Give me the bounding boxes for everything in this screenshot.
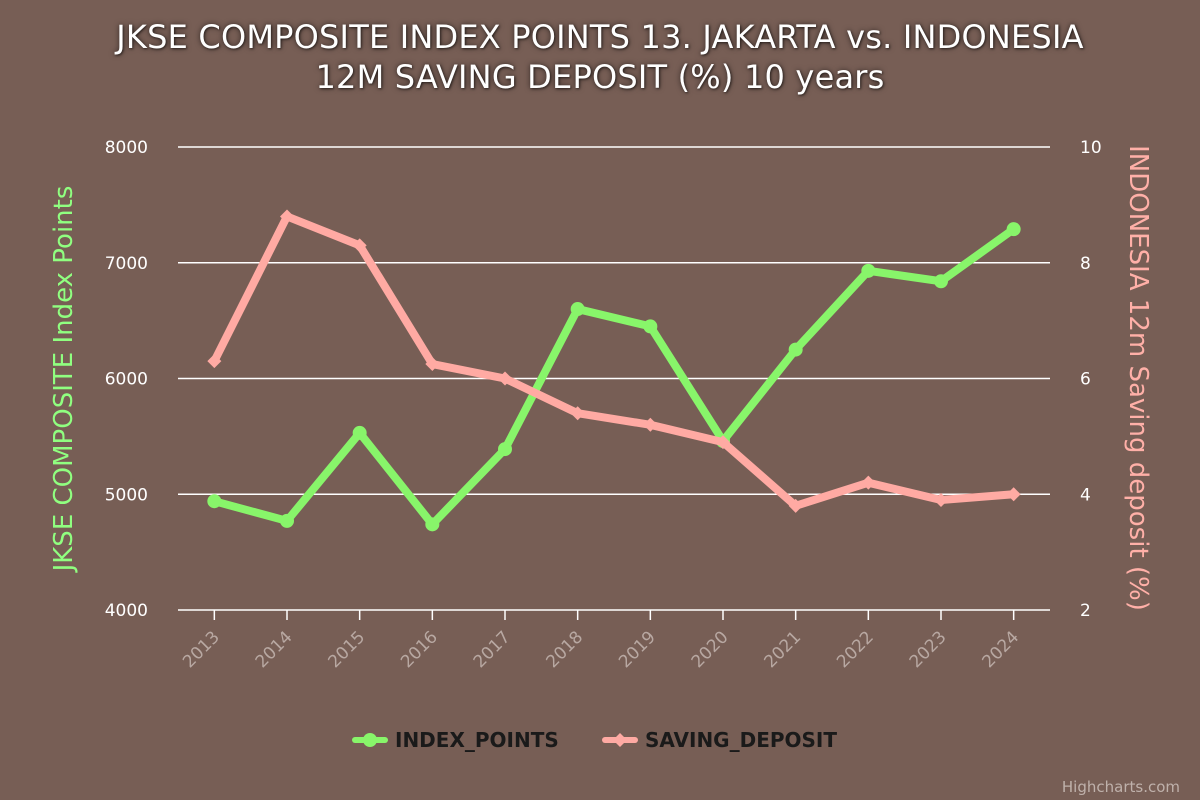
legend-item-index-points[interactable]: INDEX_POINTS xyxy=(352,728,559,752)
x-tick-label: 2020 xyxy=(688,627,733,672)
x-tick-label: 2024 xyxy=(978,627,1023,672)
legend: INDEX_POINTS SAVING_DEPOSIT xyxy=(352,728,837,752)
x-tick-label: 2019 xyxy=(615,627,660,672)
series-point xyxy=(280,209,294,224)
x-tick-label: 2022 xyxy=(833,627,878,672)
series-point xyxy=(425,357,440,372)
y-left-tick-label: 7000 xyxy=(105,254,148,274)
series-point xyxy=(861,263,876,278)
series-point xyxy=(716,435,730,450)
series-point xyxy=(498,371,512,386)
y-axis-left-title: JKSE COMPOSITE Index Points xyxy=(49,186,79,574)
x-tick-label: 2016 xyxy=(397,627,442,672)
series-point xyxy=(1006,222,1021,237)
y-left-tick-label: 6000 xyxy=(105,370,148,390)
grid-lines xyxy=(178,146,1050,611)
series-point xyxy=(352,238,367,253)
legend-symbol-marker xyxy=(613,733,627,747)
series-point xyxy=(861,475,876,490)
y-right-tick-label: 2 xyxy=(1080,601,1091,621)
legend-symbol-marker xyxy=(363,733,377,747)
series-point xyxy=(207,354,222,369)
series-point xyxy=(1006,487,1021,502)
y-left-tick-label: 8000 xyxy=(105,138,148,158)
x-tick-label: 2021 xyxy=(760,627,805,672)
series-point xyxy=(280,513,294,528)
series-line xyxy=(210,212,1018,510)
y-axis-left: 4000 5000 6000 7000 8000 xyxy=(105,138,148,621)
x-tick-label: 2017 xyxy=(470,627,515,672)
y-right-tick-label: 6 xyxy=(1080,370,1091,390)
legend-label: INDEX_POINTS xyxy=(395,728,559,752)
series-point xyxy=(643,417,658,432)
y-axis-right: 2 4 6 8 10 xyxy=(1080,138,1102,621)
y-left-tick-label: 4000 xyxy=(105,601,148,621)
chart-title-line-1: JKSE COMPOSITE INDEX POINTS 13. JAKARTA … xyxy=(116,18,1084,56)
y-right-tick-label: 4 xyxy=(1080,485,1091,505)
series-point xyxy=(207,494,222,509)
series-point xyxy=(788,498,803,513)
x-tick-label: 2018 xyxy=(542,627,587,672)
series-point xyxy=(643,319,658,334)
series-point xyxy=(934,274,948,289)
series-index-points xyxy=(207,222,1021,532)
legend-label: SAVING_DEPOSIT xyxy=(645,728,837,752)
x-tick-label: 2015 xyxy=(324,627,369,672)
y-left-tick-label: 5000 xyxy=(105,485,148,505)
series-point xyxy=(788,342,803,357)
series-point xyxy=(498,442,512,457)
series-point xyxy=(570,302,585,317)
legend-item-saving-deposit[interactable]: SAVING_DEPOSIT xyxy=(602,728,837,752)
y-right-tick-label: 8 xyxy=(1080,254,1091,274)
y-axis-right-title: INDONESIA 12m Saving deposit (%) xyxy=(1123,145,1153,611)
series-saving-deposit xyxy=(207,209,1021,513)
series-layer xyxy=(207,209,1021,532)
credits-link[interactable]: Highcharts.com xyxy=(1062,778,1180,796)
chart-title-line-2: 12M SAVING DEPOSIT (%) 10 years xyxy=(315,58,885,96)
x-tick-label: 2014 xyxy=(252,627,297,672)
series-point xyxy=(934,493,948,508)
y-right-tick-label: 10 xyxy=(1080,138,1102,158)
x-tick-label: 2023 xyxy=(906,627,951,672)
x-tick-label: 2013 xyxy=(179,627,224,672)
series-point xyxy=(570,406,585,421)
series-line xyxy=(210,225,1018,529)
series-point xyxy=(425,517,440,532)
series-point xyxy=(352,425,367,440)
x-axis: 2013 2014 2015 2016 2017 2018 2019 2020 2021 2022… xyxy=(179,610,1023,672)
